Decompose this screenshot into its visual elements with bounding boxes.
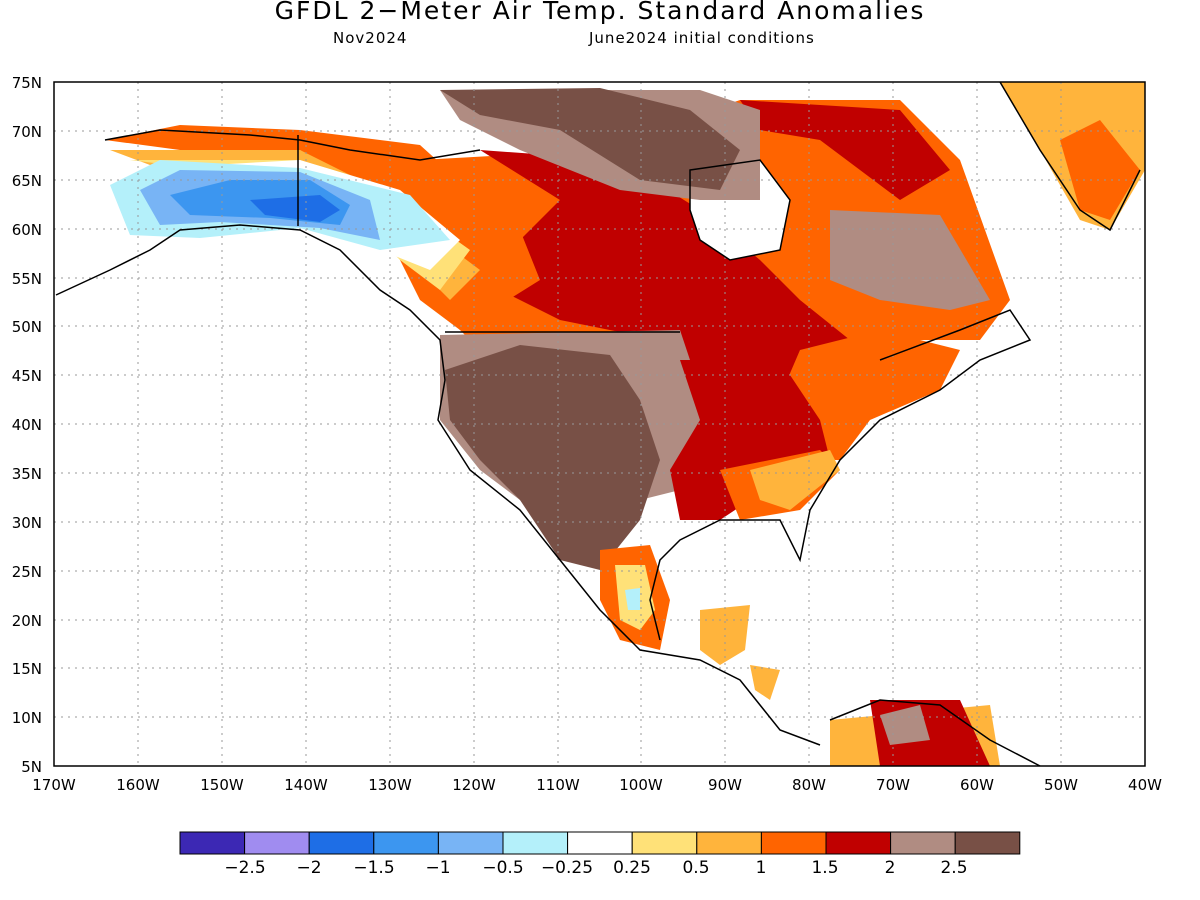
lat-label: 5N: [21, 758, 42, 776]
coastlines: [55, 81, 1141, 767]
colorbar-swatch: [567, 831, 633, 855]
anomaly-region: [1060, 120, 1140, 220]
lon-label: 170W: [32, 776, 76, 794]
lat-axis: 75N 70N 65N 60N 55N 50N 45N 40N 35N 30N …: [12, 74, 42, 776]
lon-label: 120W: [452, 776, 496, 794]
lon-label: 40W: [1128, 776, 1162, 794]
lon-label: 140W: [284, 776, 328, 794]
colorbar-swatch: [502, 831, 569, 855]
graticule: [54, 82, 1145, 766]
lat-label: 25N: [12, 563, 42, 581]
lon-label: 70W: [876, 776, 910, 794]
colorbar-label: −0.25: [541, 858, 593, 878]
colorbar-swatch: [696, 831, 762, 855]
lat-label: 75N: [12, 74, 42, 92]
anomaly-region: [445, 345, 660, 570]
colorbar-swatch: [760, 831, 827, 855]
lon-label: 130W: [368, 776, 412, 794]
anomaly-region: [750, 450, 840, 510]
lat-label: 60N: [12, 221, 42, 239]
colorbar-label: −1.5: [353, 858, 394, 878]
lat-label: 45N: [12, 367, 42, 385]
map-frame: [53, 81, 1146, 767]
colorbar-label: −2: [296, 858, 321, 878]
lat-label: 30N: [12, 514, 42, 532]
lat-label: 20N: [12, 612, 42, 630]
anomaly-region: [830, 210, 990, 310]
lat-label: 55N: [12, 270, 42, 288]
lon-label: 50W: [1044, 776, 1078, 794]
colorbar-label: 2.5: [940, 858, 967, 878]
colorbar-label: −2.5: [224, 858, 265, 878]
colorbar-swatch: [373, 831, 439, 855]
colorbar-swatch: [954, 831, 1021, 855]
anomaly-region: [480, 150, 880, 420]
colorbar-swatch: [308, 831, 375, 855]
lat-label: 65N: [12, 172, 42, 190]
colorbar-label: 0.25: [613, 858, 651, 878]
lon-label: 110W: [536, 776, 580, 794]
colorbar-label: 1.5: [811, 858, 838, 878]
map-title: GFDL 2−Meter Air Temp. Standard Anomalie…: [274, 0, 926, 25]
lon-label: 100W: [619, 776, 663, 794]
lat-label: 15N: [12, 660, 42, 678]
colorbar-label: 1: [756, 858, 767, 878]
colorbar-swatch: [179, 831, 246, 855]
initial-conditions: June2024 initial conditions: [589, 29, 815, 47]
anomaly-region: [250, 195, 340, 222]
lat-label: 35N: [12, 465, 42, 483]
map-area: [105, 82, 1145, 766]
lon-label: 80W: [792, 776, 826, 794]
colorbar-label: −0.5: [482, 858, 523, 878]
colorbar: [179, 831, 1021, 855]
lat-label: 10N: [12, 709, 42, 727]
colorbar-swatch: [244, 831, 310, 855]
anomaly-region: [670, 360, 830, 520]
lon-label: 60W: [960, 776, 994, 794]
lat-label: 70N: [12, 123, 42, 141]
anomaly-region: [750, 665, 780, 700]
colorbar-label: 0.5: [682, 858, 709, 878]
colorbar-swatch: [890, 831, 956, 855]
colorbar-label: −1: [425, 858, 450, 878]
colorbar-swatch: [437, 831, 504, 855]
colorbar-label: 2: [885, 858, 896, 878]
lon-label: 160W: [116, 776, 160, 794]
colorbar-swatch: [825, 831, 892, 855]
lat-label: 40N: [12, 416, 42, 434]
anomaly-region: [440, 88, 740, 190]
lon-label: 90W: [708, 776, 742, 794]
anomaly-region: [740, 100, 950, 200]
anomaly-region: [625, 588, 640, 610]
colorbar-labels: −2.5 −2 −1.5 −1 −0.5 −0.25 0.25 0.5 1 1.…: [224, 858, 967, 878]
lat-label: 50N: [12, 318, 42, 336]
colorbar-swatch: [631, 831, 698, 855]
lon-axis: 170W 160W 150W 140W 130W 120W 110W 100W …: [32, 776, 1162, 794]
lon-label: 150W: [200, 776, 244, 794]
forecast-period: Nov2024: [333, 29, 408, 47]
